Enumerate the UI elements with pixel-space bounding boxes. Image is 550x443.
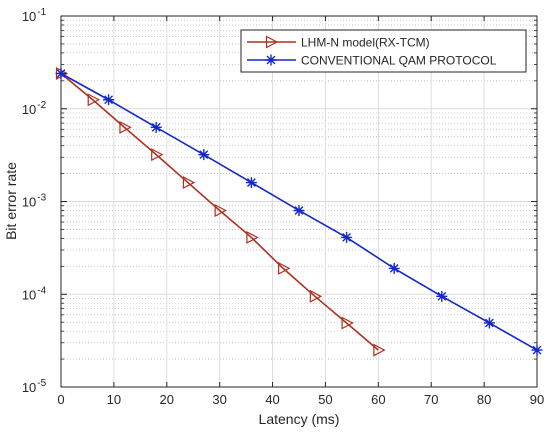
x-tick-label: 60: [371, 392, 385, 407]
asterisk-marker: [265, 54, 277, 66]
x-tick-label: 90: [530, 392, 544, 407]
asterisk-marker: [483, 317, 495, 329]
legend-item-1: LHM-N model(RX-TCM): [247, 36, 430, 50]
legend-label: CONVENTIONAL QAM PROTOCOL: [301, 54, 497, 68]
legend-item-2: CONVENTIONAL QAM PROTOCOL: [247, 54, 497, 68]
series-layer: [55, 66, 543, 357]
y-tick-label: 10-3: [22, 193, 47, 210]
triangle-marker: [246, 230, 259, 244]
y-tick-label: 10-5: [22, 378, 47, 395]
x-tick-label: 20: [160, 392, 174, 407]
triangle-marker: [265, 35, 279, 49]
y-tick-label: 10-4: [22, 285, 47, 302]
triangle-marker: [309, 289, 323, 303]
triangle-marker: [151, 148, 164, 162]
asterisk-marker: [531, 344, 543, 356]
legend-label: LHM-N model(RX-TCM): [301, 36, 430, 50]
asterisk-marker: [293, 204, 305, 216]
x-tick-label: 50: [318, 392, 332, 407]
y-axis-label: Bit error rate: [3, 162, 19, 240]
asterisk-marker: [245, 177, 257, 189]
asterisk-marker: [150, 121, 162, 133]
series-1: [55, 66, 386, 357]
triangle-marker: [341, 316, 354, 330]
legend-box: [240, 29, 527, 73]
series-line: [60, 72, 379, 351]
legend: LHM-N model(RX-TCM) CONVENTIONAL QAM PROT…: [240, 29, 527, 73]
asterisk-marker: [341, 231, 353, 243]
series-2: [55, 67, 543, 356]
asterisk-marker: [103, 94, 115, 106]
x-axis-label: Latency (ms): [259, 411, 340, 427]
asterisk-marker: [388, 262, 400, 274]
x-tick-label: 0: [57, 392, 64, 407]
x-tick-label: 80: [477, 392, 491, 407]
asterisk-marker: [436, 290, 448, 302]
triangle-marker: [119, 120, 132, 134]
x-tick-label: 30: [212, 392, 226, 407]
triangle-marker: [278, 261, 291, 275]
y-tick-label: 10-1: [22, 7, 47, 24]
triangle-marker: [373, 343, 386, 357]
y-tick-label: 10-2: [22, 100, 47, 117]
asterisk-marker: [55, 67, 67, 79]
asterisk-marker: [198, 149, 210, 161]
axis-ticks: 0 10 20 30 40 50 60 70 80 90 10-5 10-4 10-3 10-2 10-1: [22, 7, 544, 407]
triangle-marker: [182, 176, 196, 190]
triangle-marker: [87, 93, 101, 107]
x-tick-label: 40: [265, 392, 279, 407]
triangle-marker: [214, 203, 227, 217]
x-tick-label: 70: [424, 392, 438, 407]
x-tick-label: 10: [107, 392, 121, 407]
